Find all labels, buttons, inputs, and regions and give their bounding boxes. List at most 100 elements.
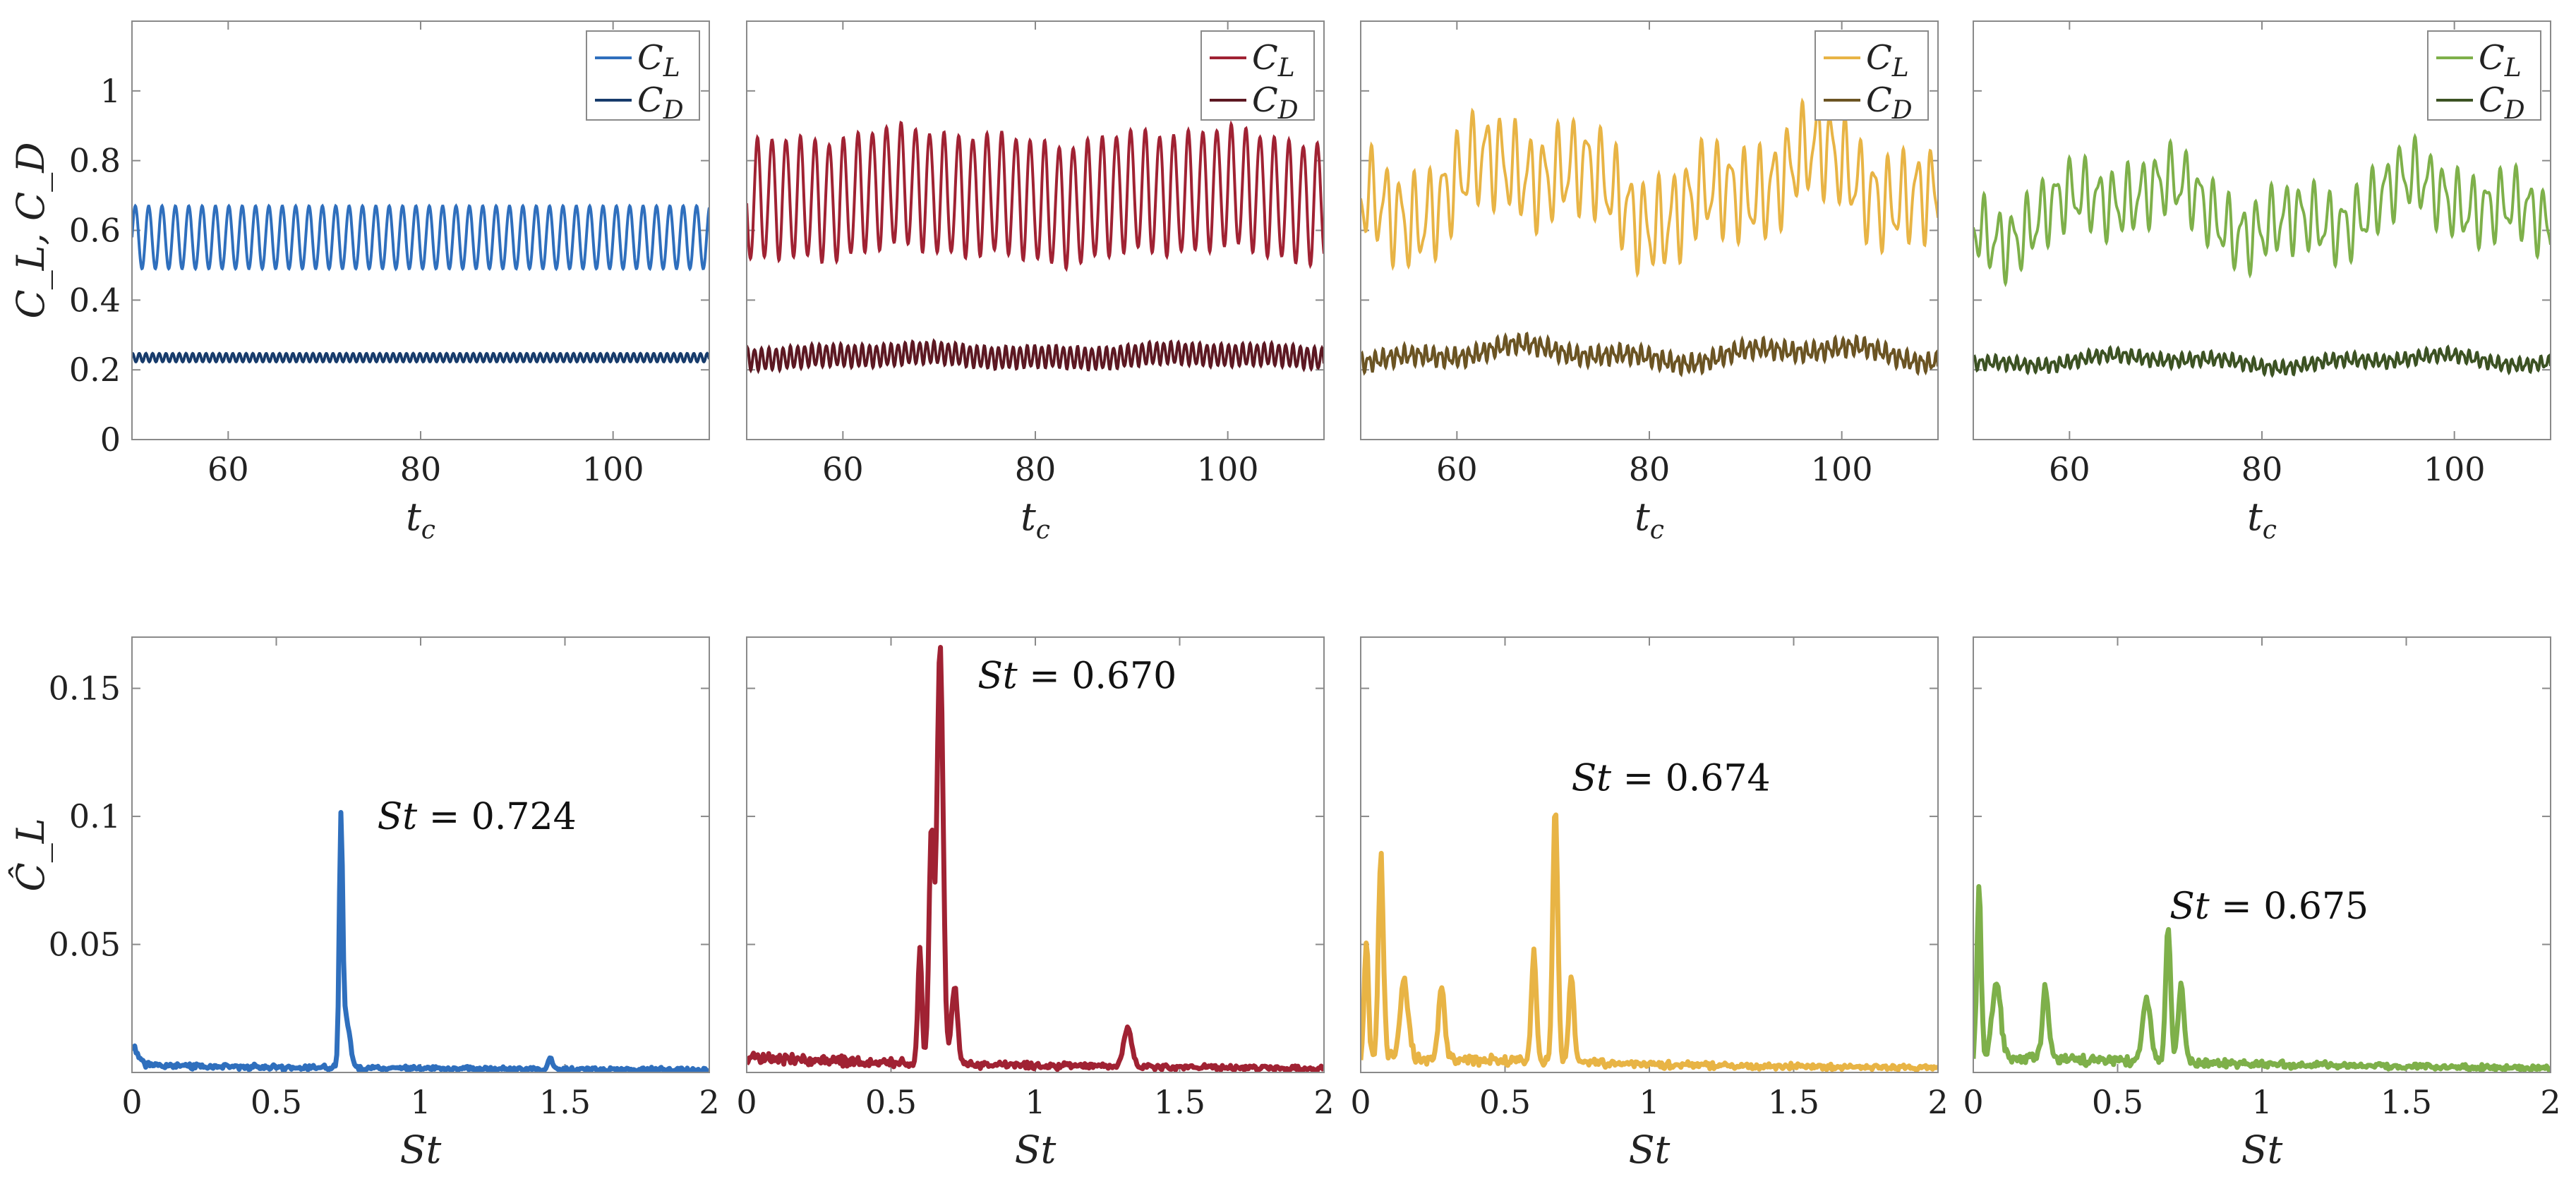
spectrum-series (747, 645, 1324, 1072)
legend-box (1814, 30, 1929, 121)
plot-area (1973, 884, 2551, 1072)
x-tick-label: 0.5 (2092, 1083, 2143, 1121)
y-tick-label: 0.4 (69, 281, 121, 319)
x-axis-label: tc (406, 495, 435, 545)
y-axis-label: C_L, C_D (8, 142, 53, 318)
panel-spectrum-4: 0 0.5 1 1.5 2 St St = 0.675 (1963, 636, 2561, 1172)
x-axis-label: St (1015, 1127, 1057, 1172)
y-tick-label: 0.15 (49, 670, 121, 708)
x-tick-label: 100 (2424, 450, 2486, 488)
x-tick-label: 80 (400, 450, 442, 488)
y-tick-label: 0.2 (69, 351, 121, 389)
panel-spectrum-3: 0 0.5 1 1.5 2 St St = 0.674 (1350, 636, 1949, 1172)
x-tick-label: 1.5 (2381, 1083, 2432, 1121)
x-tick-label: 0 (121, 1083, 142, 1121)
x-tick-label: 0.5 (1479, 1083, 1531, 1121)
x-tick-label: 2 (2540, 1083, 2560, 1121)
x-axis-label: tc (2247, 495, 2277, 545)
series-C_L (1973, 133, 2551, 288)
x-tick-label: 60 (1436, 450, 1478, 488)
series-C_D (1361, 332, 1938, 377)
x-tick-label: 60 (822, 450, 864, 488)
axes-box (1360, 636, 1939, 1073)
x-tick-label: 1 (410, 1083, 431, 1121)
x-tick-label: 0.5 (865, 1083, 917, 1121)
series-C_D (747, 338, 1324, 375)
plot-area (747, 120, 1324, 375)
y-tick-label: 1 (100, 72, 121, 110)
x-tick-label: 100 (1197, 450, 1259, 488)
axes-box (746, 636, 1325, 1073)
x-tick-label: 1.5 (1154, 1083, 1205, 1121)
axes-box (1360, 20, 1939, 440)
y-tick-label: 0.1 (69, 797, 121, 835)
series-C_D (132, 351, 709, 364)
x-tick-label: 2 (1927, 1083, 1948, 1121)
x-tick-label: 1.5 (1768, 1083, 1819, 1121)
x-tick-label: 1 (1639, 1083, 1659, 1121)
plot-area (747, 645, 1324, 1072)
x-axis-label: St (1629, 1127, 1671, 1172)
panel-spectrum-2: 0 0.5 1 1.5 2 St St = 0.670 (736, 636, 1335, 1172)
series-C_L (132, 203, 709, 272)
plot-area (1973, 133, 2551, 378)
legend-label-D: CD (1866, 80, 1913, 125)
x-tick-label: 80 (1629, 450, 1671, 488)
y-tick-label: 0.6 (69, 212, 121, 250)
x-tick-label: 1 (1025, 1083, 1045, 1121)
plot-area (1361, 812, 1938, 1072)
legend-box (586, 30, 700, 121)
legend-label-D: CD (2479, 80, 2525, 125)
plot-area (132, 810, 709, 1072)
x-tick-label: 80 (1015, 450, 1057, 488)
x-tick-label: 60 (207, 450, 249, 488)
y-tick-label: 0 (100, 421, 121, 459)
x-tick-label: 0 (1963, 1083, 1983, 1121)
y-tick-label: 0.8 (69, 142, 121, 180)
legend-box (2427, 30, 2541, 121)
plot-area (132, 203, 709, 364)
x-tick-label: 2 (699, 1083, 719, 1121)
axes-box (1973, 636, 2551, 1073)
panel-spectrum-1: 0 0.5 1 1.5 2 0.05 0.1 0.15 St Ĉ_L St = 0.724 (8, 636, 720, 1172)
spectrum-series (1361, 812, 1938, 1072)
legend-label-L: CL (1866, 38, 1909, 83)
x-tick-label: 100 (1811, 450, 1873, 488)
peak-annotation: St = 0.675 (2169, 885, 2369, 928)
axes-box (131, 636, 710, 1073)
x-tick-label: 0.5 (251, 1083, 302, 1121)
x-tick-label: 2 (1313, 1083, 1334, 1121)
x-tick-label: 1 (2251, 1083, 2272, 1121)
x-tick-label: 100 (582, 450, 644, 488)
x-axis-label: St (400, 1127, 442, 1172)
x-tick-label: 0 (1350, 1083, 1371, 1121)
y-tick-label: 0.05 (49, 926, 121, 964)
y-axis-label: Ĉ_L (8, 818, 53, 891)
series-C_L (747, 120, 1324, 272)
x-tick-label: 0 (736, 1083, 757, 1121)
x-axis-label: tc (1021, 495, 1050, 545)
x-axis-label: tc (1635, 495, 1664, 545)
x-tick-label: 80 (2241, 450, 2283, 488)
axes-box (131, 20, 710, 440)
series-C_D (1973, 344, 2551, 378)
peak-annotation: St = 0.670 (977, 655, 1176, 697)
axes-box (1973, 20, 2551, 440)
x-tick-label: 1.5 (539, 1083, 591, 1121)
x-axis-label: St (2241, 1127, 2283, 1172)
plot-area (1361, 97, 1938, 377)
legend-box (1200, 30, 1315, 121)
series-C_L (1361, 97, 1938, 278)
axes-box (746, 20, 1325, 440)
x-tick-label: 60 (2049, 450, 2090, 488)
spectrum-series (132, 810, 709, 1072)
